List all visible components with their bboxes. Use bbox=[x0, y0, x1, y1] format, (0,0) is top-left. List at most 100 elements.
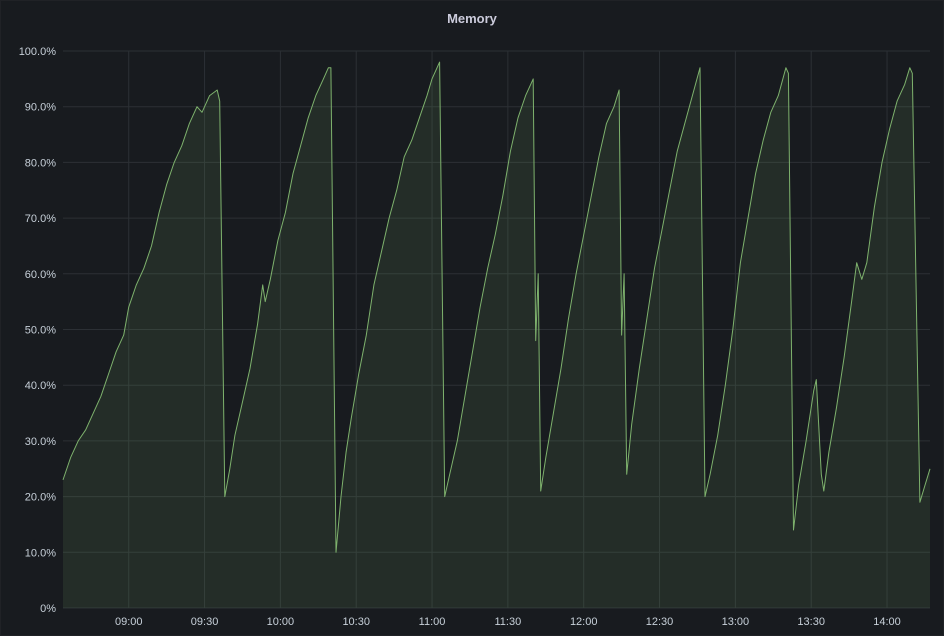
data-point[interactable] bbox=[761, 138, 765, 142]
data-point[interactable] bbox=[410, 138, 414, 142]
data-point[interactable] bbox=[256, 322, 260, 326]
data-point[interactable] bbox=[150, 244, 154, 248]
data-point[interactable] bbox=[660, 227, 664, 231]
data-point[interactable] bbox=[339, 495, 343, 499]
data-point[interactable] bbox=[690, 94, 694, 98]
data-point[interactable] bbox=[276, 238, 280, 242]
data-point[interactable] bbox=[895, 99, 899, 103]
data-point[interactable] bbox=[122, 333, 126, 337]
data-point[interactable] bbox=[786, 71, 790, 75]
panel-title[interactable]: Memory bbox=[447, 11, 497, 26]
data-point[interactable] bbox=[910, 71, 914, 75]
data-point[interactable] bbox=[387, 216, 391, 220]
data-point[interactable] bbox=[291, 172, 295, 176]
data-point[interactable] bbox=[534, 339, 538, 343]
data-point[interactable] bbox=[872, 205, 876, 209]
data-point[interactable] bbox=[478, 305, 482, 309]
data-point[interactable] bbox=[306, 116, 310, 120]
data-point[interactable] bbox=[84, 428, 88, 432]
data-point[interactable] bbox=[463, 394, 467, 398]
data-point[interactable] bbox=[536, 272, 540, 276]
data-point[interactable] bbox=[567, 316, 571, 320]
data-point[interactable] bbox=[127, 305, 131, 309]
data-point[interactable] bbox=[539, 489, 543, 493]
data-point[interactable] bbox=[622, 272, 626, 276]
data-point[interactable] bbox=[314, 94, 318, 98]
data-point[interactable] bbox=[99, 394, 103, 398]
data-point[interactable] bbox=[165, 183, 169, 187]
data-point[interactable] bbox=[731, 328, 735, 332]
data-point[interactable] bbox=[716, 433, 720, 437]
data-point[interactable] bbox=[822, 489, 826, 493]
data-point[interactable] bbox=[501, 194, 505, 198]
data-point[interactable] bbox=[134, 283, 138, 287]
data-point[interactable] bbox=[215, 88, 219, 92]
data-point[interactable] bbox=[597, 155, 601, 159]
data-point[interactable] bbox=[908, 66, 912, 70]
data-point[interactable] bbox=[746, 216, 750, 220]
data-point[interactable] bbox=[819, 472, 823, 476]
data-point[interactable] bbox=[524, 94, 528, 98]
data-point[interactable] bbox=[438, 60, 442, 64]
data-point[interactable] bbox=[888, 127, 892, 131]
data-point[interactable] bbox=[903, 82, 907, 86]
data-point[interactable] bbox=[395, 188, 399, 192]
data-point[interactable] bbox=[417, 116, 421, 120]
data-point[interactable] bbox=[923, 484, 927, 488]
data-point[interactable] bbox=[380, 250, 384, 254]
data-point[interactable] bbox=[157, 211, 161, 215]
data-point[interactable] bbox=[625, 472, 629, 476]
data-point[interactable] bbox=[223, 495, 227, 499]
data-point[interactable] bbox=[865, 261, 869, 265]
data-point[interactable] bbox=[430, 77, 434, 81]
data-point[interactable] bbox=[349, 417, 353, 421]
data-point[interactable] bbox=[299, 144, 303, 148]
data-point[interactable] bbox=[723, 383, 727, 387]
data-point[interactable] bbox=[860, 277, 864, 281]
data-point[interactable] bbox=[233, 433, 237, 437]
data-point[interactable] bbox=[200, 110, 204, 114]
data-point[interactable] bbox=[334, 550, 338, 554]
data-point[interactable] bbox=[835, 406, 839, 410]
data-point[interactable] bbox=[776, 94, 780, 98]
data-point[interactable] bbox=[372, 283, 376, 287]
data-point[interactable] bbox=[516, 116, 520, 120]
data-point[interactable] bbox=[675, 149, 679, 153]
data-point[interactable] bbox=[531, 77, 535, 81]
data-point[interactable] bbox=[708, 472, 712, 476]
data-point[interactable] bbox=[208, 94, 212, 98]
data-point[interactable] bbox=[918, 500, 922, 504]
data-point[interactable] bbox=[248, 367, 252, 371]
data-point[interactable] bbox=[263, 300, 267, 304]
data-point[interactable] bbox=[364, 333, 368, 337]
data-point[interactable] bbox=[769, 110, 773, 114]
data-point[interactable] bbox=[218, 99, 222, 103]
data-point[interactable] bbox=[544, 456, 548, 460]
data-point[interactable] bbox=[283, 211, 287, 215]
data-point[interactable] bbox=[637, 367, 641, 371]
data-point[interactable] bbox=[827, 450, 831, 454]
data-point[interactable] bbox=[61, 478, 65, 482]
data-point[interactable] bbox=[645, 316, 649, 320]
data-point[interactable] bbox=[357, 372, 361, 376]
data-point[interactable] bbox=[850, 300, 854, 304]
data-point[interactable] bbox=[559, 367, 563, 371]
data-point[interactable] bbox=[508, 149, 512, 153]
data-point[interactable] bbox=[928, 467, 932, 471]
data-point[interactable] bbox=[107, 372, 111, 376]
data-point[interactable] bbox=[698, 66, 702, 70]
data-point[interactable] bbox=[172, 160, 176, 164]
data-point[interactable] bbox=[668, 188, 672, 192]
data-point[interactable] bbox=[880, 160, 884, 164]
data-point[interactable] bbox=[493, 233, 497, 237]
data-point[interactable] bbox=[605, 121, 609, 125]
data-point[interactable] bbox=[754, 172, 758, 176]
data-point[interactable] bbox=[551, 411, 555, 415]
data-point[interactable] bbox=[329, 66, 333, 70]
data-point[interactable] bbox=[703, 495, 707, 499]
data-point[interactable] bbox=[653, 266, 657, 270]
data-point[interactable] bbox=[448, 472, 452, 476]
data-point[interactable] bbox=[344, 450, 348, 454]
data-point[interactable] bbox=[142, 266, 146, 270]
data-point[interactable] bbox=[228, 467, 232, 471]
